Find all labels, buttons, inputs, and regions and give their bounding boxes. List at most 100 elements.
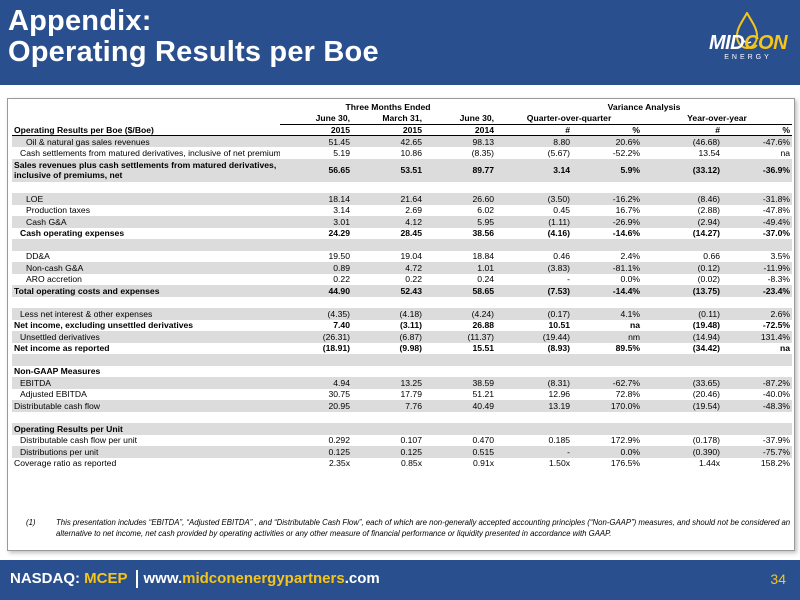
row-value-2: (3.11) — [400, 320, 422, 331]
row-value-7: -48.3% — [722, 400, 793, 412]
row-value-5: -16.2% — [572, 193, 643, 205]
logo-subtext: ENERGY — [724, 54, 772, 61]
row-value-4: (3.50) — [496, 193, 573, 205]
website-suffix[interactable]: .com — [344, 570, 380, 587]
row-value-5: 0.0% — [620, 274, 641, 285]
row-value-2: (6.87) — [352, 331, 424, 343]
row-value-1: 3.01 — [280, 216, 352, 228]
row-value-7 — [722, 366, 792, 378]
row-value-3: 38.59 — [424, 377, 497, 389]
col-top-3: June 30, — [424, 112, 497, 125]
row-value-3: 5.95 — [424, 216, 497, 228]
row-value-5: -26.9% — [572, 216, 643, 228]
row-value-2: 13.25 — [352, 377, 424, 389]
row-value-4: - — [496, 446, 573, 458]
row-value-6: (19.54) — [642, 400, 723, 412]
row-value-1: (26.31) — [280, 331, 352, 343]
row-value-6: (0.178) — [692, 435, 721, 446]
row-value-7: -31.8% — [722, 193, 793, 205]
row-value-1: 51.45 — [280, 135, 352, 147]
row-value-2: 19.04 — [400, 251, 422, 262]
row-value-7: -36.9% — [722, 158, 793, 182]
col-top-1: June 30, — [280, 112, 352, 125]
row-value-7: -23.4% — [722, 285, 793, 297]
row-value-3: 0.470 — [472, 435, 495, 446]
row-value-2: 7.76 — [352, 400, 424, 412]
row-value-1: 0.22 — [333, 274, 350, 285]
website-prefix[interactable]: www. — [143, 570, 183, 587]
row-value-7: -37.9% — [762, 435, 791, 446]
table-row: Less net interest & other expenses (4.35)… — [12, 308, 793, 320]
spacer-row — [12, 412, 792, 424]
row-value-4: (7.53) — [496, 285, 573, 297]
row-value-5: 72.8% — [615, 389, 641, 400]
row-value-6: (2.94) — [642, 216, 723, 228]
row-label: Distributable cash flow per unit — [20, 435, 138, 446]
row-value-7: na — [780, 147, 791, 158]
row-value-4: (3.83) — [496, 262, 573, 274]
row-value-6: (20.46) — [692, 389, 721, 400]
row-value-1: 2.35x — [328, 458, 350, 469]
row-value-7: -47.8% — [762, 205, 791, 216]
row-value-2: 21.64 — [352, 193, 424, 205]
row-value-1: 0.292 — [328, 435, 350, 446]
table-row: Cash settlements from matured derivative… — [12, 147, 792, 159]
row-value-6: (8.46) — [642, 193, 723, 205]
row-value-2: 42.65 — [352, 135, 424, 147]
row-label: LOE — [12, 193, 280, 205]
row-value-2: 0.22 — [405, 274, 422, 285]
page-number: 34 — [770, 571, 786, 587]
row-value-7: -87.2% — [722, 377, 793, 389]
col-bottom-5: % — [572, 124, 643, 136]
row-value-1: (4.35) — [280, 308, 352, 320]
row-label: Cash operating expenses — [20, 228, 125, 239]
row-value-5: 4.1% — [572, 308, 643, 320]
row-label: Adjusted EBITDA — [20, 389, 87, 400]
row-value-6: (0.12) — [642, 262, 723, 274]
row-value-2: (4.18) — [352, 308, 424, 320]
row-value-6: (0.390) — [642, 446, 723, 458]
row-value-6: 13.54 — [698, 147, 721, 158]
table-row: Coverage ratio as reported 2.35x 0.85x 0.91… — [12, 458, 792, 470]
row-value-2 — [352, 423, 424, 435]
variance-header: Variance Analysis — [607, 101, 681, 112]
table-row: Adjusted EBITDA 30.75 17.79 51.21 12.96 72.8%… — [12, 389, 792, 401]
spacer-row — [12, 297, 792, 309]
row-value-3: 40.49 — [424, 400, 497, 412]
col-bottom-3: 2014 — [424, 124, 497, 136]
row-value-6: (34.42) — [692, 343, 721, 354]
row-value-7: -8.3% — [767, 274, 791, 285]
row-value-3: 98.13 — [424, 135, 497, 147]
row-value-2: 4.12 — [352, 216, 424, 228]
page-title: Appendix: Operating Results per Boe — [8, 6, 379, 68]
row-value-5: na — [630, 320, 641, 331]
row-value-5: 20.6% — [572, 135, 643, 147]
row-value-1: 3.14 — [333, 205, 350, 216]
logo-wordmark: MIDCON — [708, 32, 788, 54]
row-value-6: (46.68) — [642, 135, 723, 147]
row-label: EBITDA — [12, 377, 280, 389]
row-value-3: (4.24) — [424, 308, 497, 320]
row-value-5: 89.5% — [615, 343, 641, 354]
col-bottom-2: 2015 — [352, 124, 424, 136]
website-link[interactable]: midconenergypartners — [182, 570, 345, 587]
ticker-symbol: MCEP — [84, 570, 128, 587]
row-value-3: 0.91x — [473, 458, 495, 469]
row-label: Coverage ratio as reported — [14, 458, 117, 469]
row-value-2: 53.51 — [352, 158, 424, 182]
row-label: Non-cash G&A — [12, 262, 280, 274]
table-row: Distributable cash flow per unit 0.292 0.1… — [12, 435, 792, 447]
row-value-6: (19.48) — [692, 320, 721, 331]
table-row: Oil & natural gas sales revenues 51.45 42.… — [12, 135, 793, 147]
row-value-4 — [496, 366, 572, 378]
row-value-1: 0.125 — [280, 446, 352, 458]
row-value-6: 0.66 — [703, 251, 721, 262]
row-value-3: 26.88 — [472, 320, 495, 331]
row-value-1: 30.75 — [328, 389, 350, 400]
table-row: Cash operating expenses 24.29 28.45 38.56 (4… — [12, 228, 792, 240]
title-line-1: Appendix: — [8, 5, 152, 37]
row-value-4: (8.93) — [547, 343, 571, 354]
row-value-4: 1.50x — [549, 458, 571, 469]
row-value-7: na — [780, 343, 791, 354]
row-value-3: 18.84 — [472, 251, 495, 262]
